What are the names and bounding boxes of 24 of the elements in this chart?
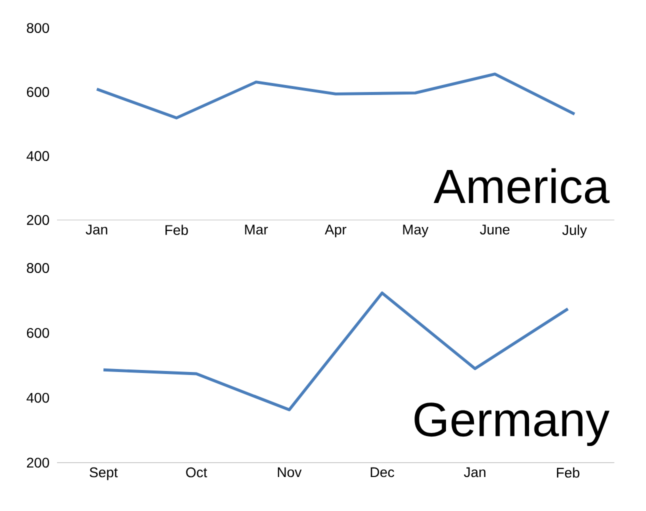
x-tick-label: Feb <box>166 224 188 236</box>
x-tick-label: July <box>562 224 587 238</box>
x-tick-label: May <box>403 224 428 238</box>
text: America <box>434 168 610 204</box>
x-tick-label: Apr <box>324 224 346 238</box>
x-tick-label: Dec <box>370 467 394 478</box>
line-series <box>95 72 576 120</box>
x-tick-label: Jan <box>86 224 108 234</box>
x-tick-label: Oct <box>186 467 208 478</box>
y-tick-label: 400 <box>26 392 50 403</box>
y-tick-label: 200 <box>26 215 50 225</box>
y-tick-label: 800 <box>26 263 50 273</box>
x-tick-label: Nov <box>278 467 302 478</box>
y-tick-label: 600 <box>26 328 50 338</box>
y-tick-label: 400 <box>26 151 50 161</box>
y-tick-label: 800 <box>26 23 50 33</box>
text: Germany <box>414 402 610 446</box>
x-tick-label: June <box>480 224 510 234</box>
x-tick-label: Jan <box>464 467 486 478</box>
y-tick-label: 600 <box>26 87 50 97</box>
x-tick-label: Feb <box>556 467 580 478</box>
x-tick-label: Mar <box>245 224 268 234</box>
y-tick-label: 200 <box>26 458 50 468</box>
x-tick-label: Sept <box>90 467 118 480</box>
